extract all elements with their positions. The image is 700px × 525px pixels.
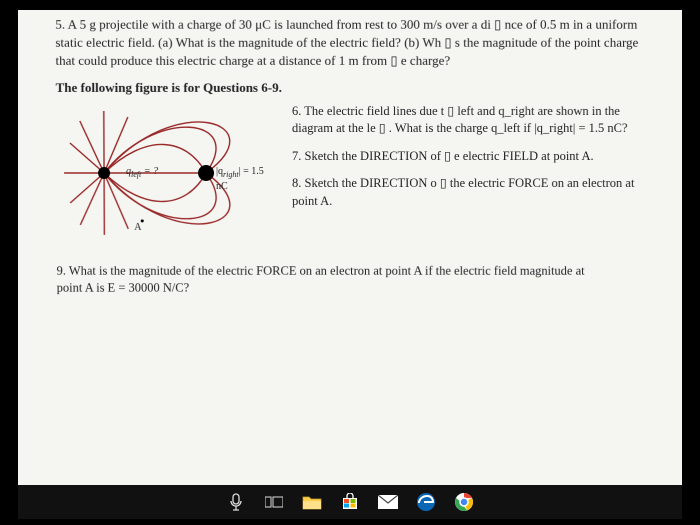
store-icon[interactable]	[339, 491, 361, 513]
field-line-diagram: qleft = ? |qright| = 1.5 nC A	[56, 103, 276, 253]
document-viewport: 5. A 5 g projectile with a charge of 30 …	[18, 10, 682, 485]
mail-icon[interactable]	[377, 491, 399, 513]
question-8: 8. Sketch the DIRECTION o ▯ the electric…	[292, 175, 656, 210]
mic-icon[interactable]	[225, 491, 247, 513]
question-7: 7. Sketch the DIRECTION of ▯ e electric …	[292, 148, 656, 165]
edge-icon[interactable]	[415, 491, 437, 513]
chrome-icon[interactable]	[453, 491, 475, 513]
question-6: 6. The electric field lines due t ▯ left…	[292, 103, 656, 138]
figure-and-questions-row: qleft = ? |qright| = 1.5 nC A 6. The ele…	[56, 103, 657, 253]
question-5: 5. A 5 g projectile with a charge of 30 …	[55, 16, 656, 71]
figure-caption: The following figure is for Questions 6-…	[56, 78, 657, 96]
paper-content: 5. A 5 g projectile with a charge of 30 …	[18, 10, 682, 303]
monitor-frame: 5. A 5 g projectile with a charge of 30 …	[0, 0, 700, 525]
questions-6-8: 6. The electric field lines due t ▯ left…	[292, 103, 656, 253]
question-9: 9. What is the magnitude of the electric…	[57, 263, 586, 298]
file-explorer-icon[interactable]	[301, 491, 323, 513]
windows-taskbar[interactable]	[18, 485, 682, 519]
q-left-label: qleft = ?	[126, 165, 158, 180]
task-view-icon[interactable]	[263, 491, 285, 513]
point-a-label: A	[134, 221, 141, 235]
q-right-label: |qright| = 1.5 nC	[216, 165, 276, 194]
